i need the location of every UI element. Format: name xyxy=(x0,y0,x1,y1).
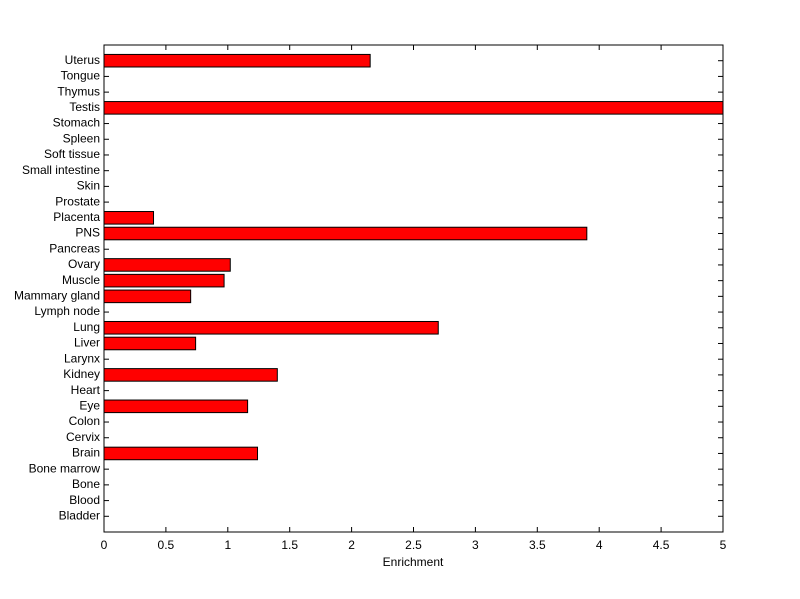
y-tick-label: Kidney xyxy=(63,367,100,381)
y-tick-label: Soft tissue xyxy=(44,147,100,161)
y-tick-label: Uterus xyxy=(65,53,100,67)
x-tick-label: 1 xyxy=(224,538,231,552)
bar xyxy=(103,399,249,414)
plot-frame xyxy=(103,44,724,533)
bar xyxy=(103,336,197,351)
y-tick-label: Bladder xyxy=(59,508,100,522)
bar xyxy=(103,289,192,304)
bar xyxy=(103,446,259,461)
y-tick-label: Lung xyxy=(73,320,100,334)
y-tick-label: Lymph node xyxy=(34,304,100,318)
y-tick-label: Ovary xyxy=(68,257,100,271)
y-tick-label: Placenta xyxy=(53,210,100,224)
y-tick-label: Tongue xyxy=(61,69,101,83)
y-tick-label: Thymus xyxy=(57,84,100,98)
x-axis-label: Enrichment xyxy=(383,555,444,569)
x-tick-label: 0 xyxy=(101,538,108,552)
x-tick-label: 3 xyxy=(472,538,479,552)
y-tick-label: Prostate xyxy=(55,194,100,208)
y-tick-label: Colon xyxy=(69,414,100,428)
x-tick-label: 3.5 xyxy=(529,538,546,552)
x-tick-label: 2 xyxy=(348,538,355,552)
x-tick-label: 2.5 xyxy=(405,538,422,552)
bar xyxy=(103,273,225,288)
y-tick-label: Brain xyxy=(72,446,100,460)
y-tick-label: Eye xyxy=(79,398,100,412)
y-tick-label: Cervix xyxy=(66,430,100,444)
x-tick-label: 4.5 xyxy=(653,538,670,552)
y-tick-label: Small intestine xyxy=(22,163,100,177)
bar xyxy=(103,368,278,382)
y-tick-label: Heart xyxy=(71,383,101,397)
y-tick-label: Blood xyxy=(69,493,100,507)
y-tick-label: Spleen xyxy=(63,131,100,145)
y-tick-label: Larynx xyxy=(64,351,100,365)
y-tick-label: Muscle xyxy=(62,273,100,287)
bar xyxy=(103,211,155,225)
y-tick-label: PNS xyxy=(75,226,100,240)
bar xyxy=(103,226,588,241)
x-tick-label: 5 xyxy=(720,538,727,552)
bar xyxy=(103,101,724,115)
x-tick-label: 0.5 xyxy=(158,538,175,552)
y-tick-label: Bone marrow xyxy=(29,461,101,475)
bar xyxy=(103,258,231,272)
x-tick-label: 4 xyxy=(596,538,603,552)
y-tick-label: Stomach xyxy=(53,116,100,130)
bar xyxy=(103,320,439,335)
y-tick-label: Liver xyxy=(74,336,100,350)
y-tick-label: Mammary gland xyxy=(14,289,100,303)
y-tick-label: Skin xyxy=(77,179,100,193)
y-tick-label: Testis xyxy=(69,100,100,114)
bar xyxy=(103,53,371,68)
x-tick-label: 1.5 xyxy=(281,538,298,552)
y-tick-label: Pancreas xyxy=(49,241,100,255)
y-tick-label: Bone xyxy=(72,477,100,491)
